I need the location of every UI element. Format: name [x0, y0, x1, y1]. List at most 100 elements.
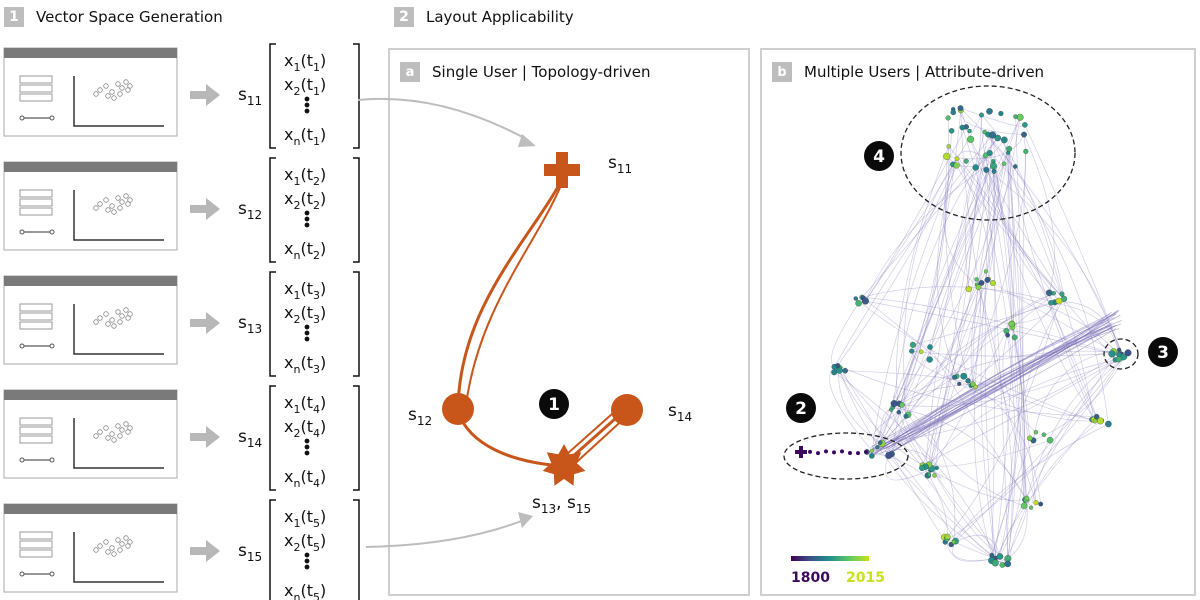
thumbnail-scatter-point — [115, 423, 121, 429]
thumbnail-axes — [73, 532, 164, 583]
panel-b-title: b Multiple Users | Attribute-driven — [772, 62, 1044, 82]
thumbnail-list-item — [19, 207, 53, 216]
section-number: 1 — [4, 7, 24, 27]
thumbnail-list-item — [19, 540, 53, 549]
panel-title: Single User | Topology-driven — [432, 63, 651, 81]
bracket-left — [269, 271, 276, 377]
thumbnail-titlebar — [4, 390, 177, 400]
vector-entry: x2(t3) — [284, 303, 326, 326]
panel-title: Multiple Users | Attribute-driven — [804, 63, 1045, 81]
right-arrow-icon — [190, 426, 220, 448]
thumbnail-scatter-point — [93, 91, 99, 97]
thumbnail-list-item — [19, 303, 53, 312]
state-row: s11 x1(t1)x2(t1) xn(t1) — [3, 43, 360, 149]
thumbnail-scatter-point — [103, 197, 109, 203]
thumbnail-scatter-point — [115, 309, 121, 315]
thumbnail-scatter-point — [105, 435, 111, 441]
vector-space-column: s11 x1(t1)x2(t1) xn(t1) s12 x1(t2)x2(t2) xn(t… — [3, 43, 360, 600]
vector-entry: xn(t4) — [284, 467, 326, 490]
right-arrow-icon — [190, 198, 220, 220]
thumbnail-list-item — [19, 426, 53, 435]
section-header-1: 1 Vector Space Generation — [4, 4, 223, 30]
bracket-right — [353, 271, 360, 377]
ellipsis-dot — [304, 210, 310, 216]
thumbnail-titlebar — [4, 48, 177, 58]
thumbnail-scatter-point — [105, 207, 111, 213]
thumbnail-scatter-point — [109, 431, 115, 437]
panel-b: b Multiple Users | Attribute-driven — [760, 48, 1196, 596]
ellipsis-dot — [304, 438, 310, 444]
thumbnail-scatter-point — [117, 205, 123, 211]
thumbnail-slider-handle — [49, 115, 55, 121]
thumbnail-scatter-point — [127, 197, 133, 203]
thumbnail-scatter-point — [119, 199, 125, 205]
thumbnail-list-item — [19, 321, 53, 330]
vector-entry: xn(t5) — [284, 581, 326, 600]
thumbnail-scatter-point — [105, 321, 111, 327]
state-label: s15 — [238, 541, 262, 564]
state-label: s11 — [238, 85, 262, 108]
vector-entry: x2(t5) — [284, 531, 326, 554]
thumbnail-scatter-point — [111, 95, 117, 101]
state-row: s15 x1(t5)x2(t5) xn(t5) — [3, 499, 360, 600]
thumbnail-scatter-point — [127, 83, 133, 89]
thumbnail-scatter-point — [117, 319, 123, 325]
thumbnail-axes — [73, 76, 164, 127]
ellipsis-dot — [304, 330, 310, 336]
right-arrow-icon — [190, 84, 220, 106]
thumbnail-slider-handle — [49, 571, 55, 577]
panel-badge: a — [400, 62, 420, 82]
ellipsis-dot — [304, 564, 310, 570]
panel-a-title: a Single User | Topology-driven — [400, 62, 651, 82]
thumbnail-scatter-point — [93, 547, 99, 553]
state-label: s14 — [238, 427, 262, 450]
thumbnail-scatter-point — [97, 87, 103, 93]
bracket-left — [269, 43, 276, 149]
thumbnail-list-item — [19, 417, 53, 426]
thumbnail-scatter-point — [127, 311, 133, 317]
thumbnail-scatter-point — [97, 315, 103, 321]
thumbnail-scatter-point — [93, 433, 99, 439]
vector-entry: x1(t2) — [284, 165, 326, 188]
ellipsis-dot — [304, 108, 310, 114]
thumbnail-scatter-point — [93, 205, 99, 211]
thumbnail-titlebar — [4, 162, 177, 172]
panel-badge: b — [772, 62, 792, 82]
vector-entry: xn(t2) — [284, 239, 326, 262]
section-title: Vector Space Generation — [36, 8, 223, 26]
thumbnail-scatter-point — [97, 429, 103, 435]
thumbnail-list-item — [19, 84, 53, 93]
state-row: s12 x1(t2)x2(t2) xn(t2) — [3, 157, 360, 263]
thumbnail-scatter-point — [123, 193, 129, 199]
thumbnail-scatter-point — [115, 81, 121, 87]
bracket-left — [269, 157, 276, 263]
ellipsis-dot — [304, 222, 310, 228]
thumbnail-slider-handle — [19, 457, 25, 463]
bracket-right — [353, 499, 360, 600]
ellipsis-dot — [304, 336, 310, 342]
thumbnail-scatter-point — [109, 545, 115, 551]
thumbnail-titlebar — [4, 504, 177, 514]
thumbnail-scatter-point — [123, 535, 129, 541]
thumbnail-scatter-point — [127, 539, 133, 545]
thumbnail-scatter-point — [103, 83, 109, 89]
thumbnail-scatter-point — [115, 195, 121, 201]
thumbnail-slider-handle — [19, 343, 25, 349]
ellipsis-dot — [304, 216, 310, 222]
thumbnail-axes — [73, 190, 164, 241]
thumbnail-scatter-point — [109, 203, 115, 209]
thumbnail-scatter-point — [123, 79, 129, 85]
bracket-right — [353, 43, 360, 149]
thumbnail-axes — [73, 418, 164, 469]
thumbnail-scatter-point — [117, 91, 123, 97]
thumbnail-slider-handle — [49, 457, 55, 463]
vector-entry: x1(t4) — [284, 393, 326, 416]
panel-a: a Single User | Topology-driven — [388, 48, 750, 596]
thumbnail-scatter-point — [119, 427, 125, 433]
thumbnail-scatter-point — [103, 539, 109, 545]
ellipsis-dot — [304, 558, 310, 564]
thumbnail-scatter-point — [115, 537, 121, 543]
vector-entry: x1(t1) — [284, 51, 326, 74]
thumbnail-scatter-point — [97, 201, 103, 207]
ellipsis-dot — [304, 450, 310, 456]
